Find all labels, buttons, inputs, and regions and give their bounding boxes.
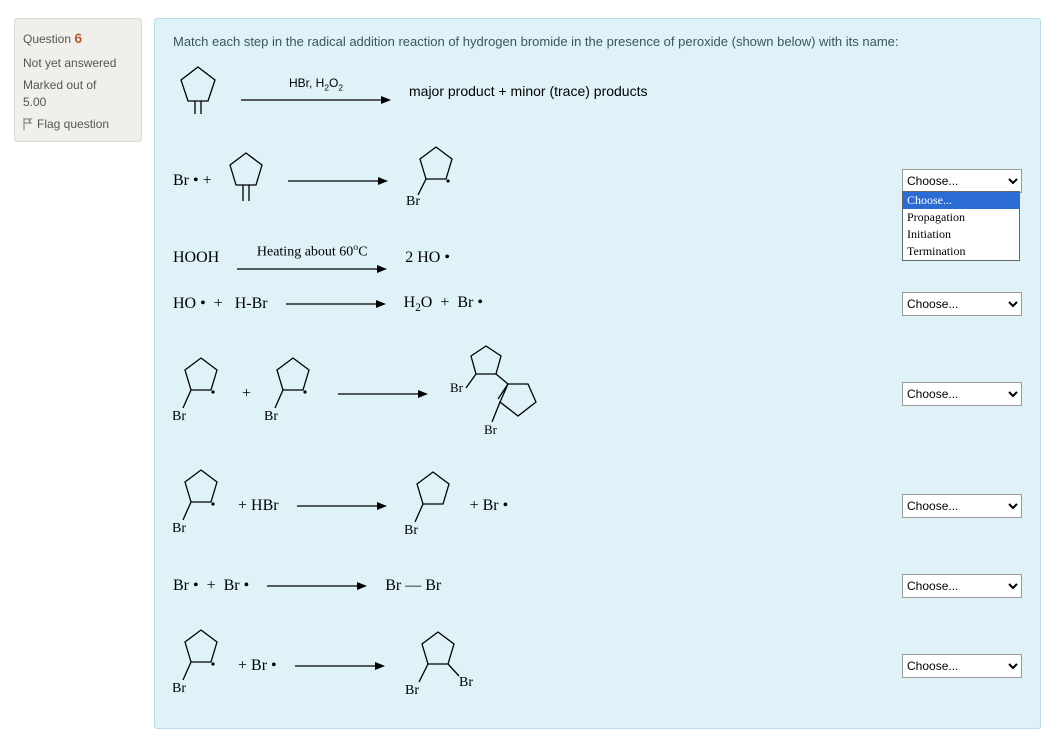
reaction-step-6: Br • + Br • Br — Br Choose... bbox=[173, 568, 1022, 604]
arrow-reagent-label: HBr, H2O2 bbox=[289, 76, 343, 92]
step1-dropdown-wrap: Choose... Choose... Propagation Initiati… bbox=[902, 169, 1022, 193]
flag-icon bbox=[23, 118, 33, 130]
question-text: Match each step in the radical addition … bbox=[173, 33, 1022, 51]
arrow-heating-label: Heating about 60oC bbox=[257, 242, 368, 261]
arrow-icon bbox=[288, 175, 388, 187]
reaction-step-2: HOOH Heating about 60oC 2 HO • bbox=[173, 240, 1022, 276]
dimer-product-icon: Br Br bbox=[446, 344, 556, 444]
arrow-icon bbox=[338, 388, 428, 400]
option-propagation[interactable]: Propagation bbox=[903, 209, 1019, 226]
option-termination[interactable]: Termination bbox=[903, 243, 1019, 260]
step3-select[interactable]: Choose... bbox=[902, 292, 1022, 316]
reaction-step-4: Br + Br Br bbox=[173, 344, 1022, 444]
step6-right: Br — Br bbox=[385, 577, 441, 595]
bromomethyl-radical-icon: Br bbox=[173, 466, 228, 546]
question-number: 6 bbox=[74, 30, 82, 46]
arrow-icon bbox=[267, 580, 367, 592]
flag-label: Flag question bbox=[37, 117, 109, 131]
reaction-step-7: Br + Br • Br Br Choose... bbox=[173, 626, 1022, 706]
question-label: Question bbox=[23, 32, 71, 46]
step5-select[interactable]: Choose... bbox=[902, 494, 1022, 518]
step1-open-dropdown[interactable]: Choose... Propagation Initiation Termina… bbox=[902, 191, 1020, 261]
step6-left: Br • + Br • bbox=[173, 577, 249, 595]
reaction-arrow: HBr, H2O2 bbox=[241, 76, 391, 106]
marks-value: 5.00 bbox=[23, 95, 46, 109]
arrow-icon bbox=[286, 298, 386, 310]
marked-out-of: Marked out of 5.00 bbox=[23, 77, 133, 111]
question-info-panel: Question 6 Not yet answered Marked out o… bbox=[14, 18, 142, 142]
header-reaction-scheme: HBr, H2O2 major product + minor (trace) … bbox=[173, 61, 1022, 121]
step5-plus: + HBr bbox=[238, 497, 279, 515]
step7-select[interactable]: Choose... bbox=[902, 654, 1022, 678]
methylenecyclopentane-icon bbox=[222, 149, 270, 212]
bromomethyl-radical-icon: Br bbox=[265, 354, 320, 434]
step7-plus: + Br • bbox=[238, 657, 277, 675]
svg-text:Br: Br bbox=[173, 681, 186, 696]
svg-text:Br: Br bbox=[450, 380, 464, 395]
bromomethyl-cyclopentyl-radical-icon: Br bbox=[406, 143, 466, 218]
svg-text:Br: Br bbox=[265, 409, 278, 424]
svg-text:Br: Br bbox=[406, 194, 420, 209]
plus-icon: + bbox=[242, 385, 251, 403]
step4-select[interactable]: Choose... bbox=[902, 382, 1022, 406]
question-number-line: Question 6 bbox=[23, 29, 133, 49]
step1-left: Br • + bbox=[173, 172, 212, 190]
bromomethyl-cyclopentane-icon: Br bbox=[405, 468, 460, 545]
reaction-step-5: Br + HBr Br + Br • Choose... bbox=[173, 466, 1022, 546]
products-text: major product + minor (trace) products bbox=[409, 83, 647, 99]
option-initiation[interactable]: Initiation bbox=[903, 226, 1019, 243]
step1-select[interactable]: Choose... bbox=[902, 169, 1022, 193]
svg-text:Br: Br bbox=[405, 683, 419, 698]
reaction-step-1: Br • + Br bbox=[173, 143, 1022, 218]
methylenecyclopentane-structure bbox=[173, 61, 223, 121]
reaction-step-3: HO • + H-Br H2O + Br • Choose... bbox=[173, 286, 1022, 322]
arrow-icon bbox=[295, 660, 385, 672]
svg-text:Br: Br bbox=[484, 422, 498, 437]
step2-left: HOOH bbox=[173, 249, 219, 267]
flag-question-link[interactable]: Flag question bbox=[23, 117, 133, 131]
step5-extra: + Br • bbox=[470, 497, 509, 515]
step3-left: HO • + H-Br bbox=[173, 295, 268, 313]
question-content-panel: Match each step in the radical addition … bbox=[154, 18, 1041, 729]
option-choose[interactable]: Choose... bbox=[903, 192, 1019, 209]
svg-text:Br: Br bbox=[173, 409, 186, 424]
arrow-icon: Heating about 60oC bbox=[237, 242, 387, 275]
svg-text:Br: Br bbox=[173, 521, 186, 536]
step6-select[interactable]: Choose... bbox=[902, 574, 1022, 598]
answer-status: Not yet answered bbox=[23, 55, 133, 72]
svg-text:Br: Br bbox=[405, 523, 418, 538]
dibromo-product-icon: Br Br bbox=[403, 628, 483, 705]
arrow-icon bbox=[297, 500, 387, 512]
bromomethyl-radical-icon: Br bbox=[173, 626, 228, 706]
step2-right: 2 HO • bbox=[405, 249, 450, 267]
step3-right: H2O + Br • bbox=[404, 294, 483, 314]
svg-text:Br: Br bbox=[459, 675, 473, 690]
bromomethyl-radical-icon: Br bbox=[173, 354, 228, 434]
